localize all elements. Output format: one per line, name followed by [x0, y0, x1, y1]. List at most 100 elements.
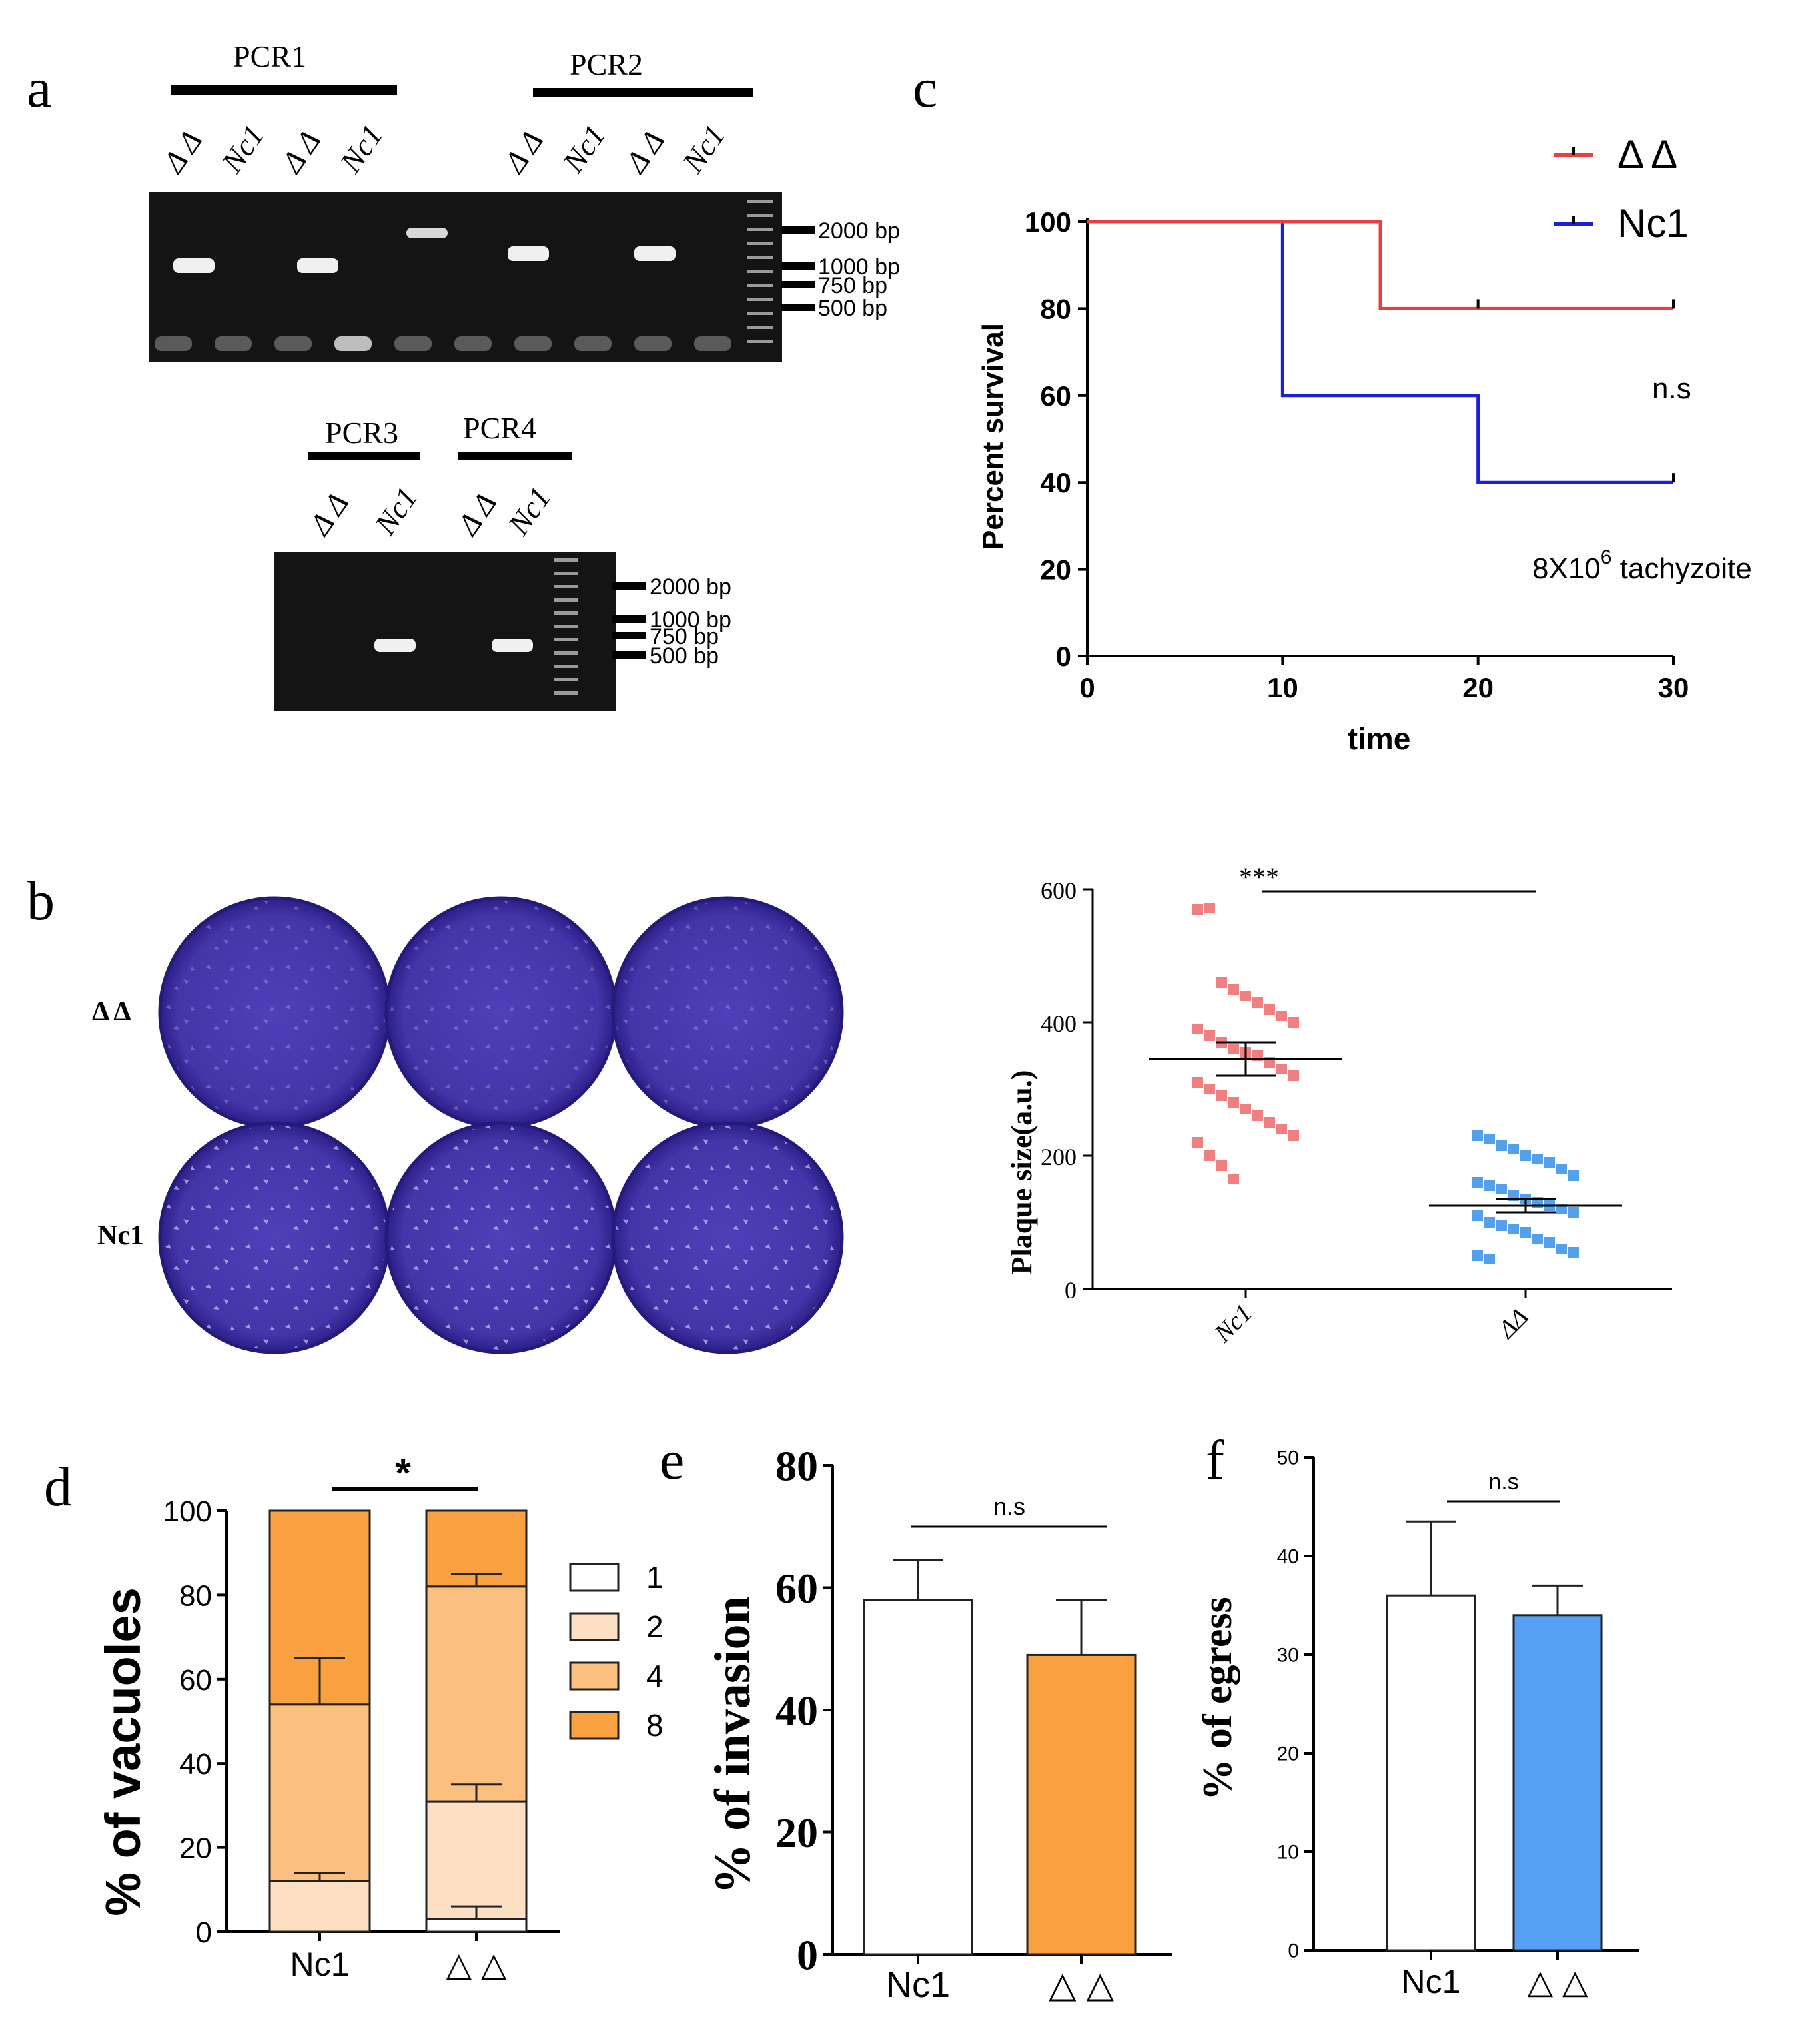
- y-tick-label: 50: [1277, 1447, 1299, 1469]
- marker-label: 500 bp: [818, 296, 887, 321]
- scatter-point: [1532, 1234, 1543, 1244]
- scatter-point: [1192, 1137, 1203, 1148]
- ladder-rung: [554, 678, 578, 681]
- scatter-point: [1520, 1227, 1531, 1238]
- marker-tick: [612, 615, 646, 623]
- ladder-rung: [554, 638, 578, 641]
- bar: [1026, 1653, 1137, 1956]
- ladder-rung: [554, 598, 578, 602]
- panel-e-bar-chart: % of invasion 0 20 40 60 80 Nc1 △ △ n.s: [705, 1442, 1172, 2005]
- ladder-rung: [747, 214, 773, 217]
- ladder-rung: [554, 585, 578, 588]
- gel-primer-band: [574, 336, 612, 351]
- gel-lane-label: Δ Δ: [618, 124, 671, 179]
- gel-lane-label: Δ Δ: [155, 124, 209, 179]
- stacked-segment: [268, 1880, 371, 1933]
- x-tick-label: △ △: [1528, 1963, 1588, 2000]
- scatter-point: [1276, 1011, 1287, 1021]
- stacked-segment: [425, 1585, 528, 1803]
- gel-primer-band: [634, 336, 672, 351]
- scatter-point: [1288, 1130, 1299, 1141]
- scatter-point: [1484, 1254, 1495, 1264]
- stacked-segment: [268, 1703, 371, 1882]
- scatter-point: [1472, 1177, 1483, 1188]
- bar: [1512, 1614, 1603, 1952]
- ladder-rung: [554, 665, 578, 668]
- marker-tick: [781, 281, 815, 288]
- scatter-point: [1228, 984, 1239, 995]
- y-tick-label: 60: [775, 1565, 818, 1612]
- plaque-texture: [163, 1126, 386, 1350]
- scatter-point: [1568, 1207, 1579, 1218]
- scatter-point: [1508, 1224, 1519, 1234]
- scatter-point: [1276, 1124, 1287, 1134]
- scatter-point: [1204, 903, 1215, 913]
- x-tick-label: △ △: [446, 1946, 507, 1983]
- legend-swatch: [569, 1563, 620, 1592]
- scatter-point: [1204, 1150, 1215, 1161]
- legend-label: 4: [646, 1659, 664, 1693]
- gel-primer-band: [394, 336, 432, 351]
- y-tick-label: 10: [1277, 1842, 1299, 1864]
- marker-label: 2000 bp: [650, 574, 731, 600]
- legend-swatch: [569, 1661, 620, 1691]
- significance-label: ***: [1239, 862, 1279, 892]
- panel-c-survival-chart: Percent survival time n.s 8X106 tachyzoi…: [977, 132, 1752, 756]
- scatter-point: [1252, 997, 1263, 1008]
- ns-annotation: n.s: [1652, 372, 1691, 405]
- plate-row-label: Nc1: [97, 1220, 144, 1251]
- scatter-point: [1228, 1044, 1239, 1054]
- marker-tick: [781, 226, 815, 234]
- scatter-point: [1228, 1097, 1239, 1108]
- gel-lane-label: Nc1: [368, 481, 424, 542]
- marker-tick: [612, 632, 646, 639]
- marker-label: 500 bp: [650, 643, 719, 669]
- y-tick-label: 0: [1065, 1277, 1077, 1304]
- panel-label-b: b: [27, 870, 55, 932]
- y-tick-label: 20: [1040, 554, 1071, 586]
- marker-label: 2000 bp: [818, 218, 900, 244]
- x-tick-label: Nc1: [290, 1946, 350, 1983]
- scatter-point: [1496, 1140, 1507, 1151]
- plaque-texture: [389, 1126, 613, 1350]
- scatter-point: [1192, 904, 1203, 915]
- ladder-rung: [554, 625, 578, 628]
- scatter-point: [1204, 1084, 1215, 1094]
- x-axis-label: time: [1348, 721, 1411, 756]
- scatter-point: [1204, 1030, 1215, 1041]
- gel-lane-label: Nc1: [215, 119, 271, 179]
- y-tick-label: 200: [1041, 1144, 1077, 1170]
- scatter-point: [1264, 1004, 1275, 1014]
- dose-annotation: 8X106 tachyzoite: [1532, 546, 1752, 585]
- scatter-point: [1484, 1134, 1495, 1144]
- y-tick-label: 100: [163, 1495, 212, 1528]
- bar: [863, 1599, 973, 1956]
- marker-label: 750 bp: [650, 624, 719, 649]
- panel-b-plates: Δ Δ Nc1: [92, 896, 844, 1354]
- ladder-rung: [554, 691, 578, 695]
- scatter-point: [1556, 1164, 1567, 1174]
- gel2-group-label: PCR4: [463, 411, 536, 445]
- y-axis-label: % of invasion: [705, 1596, 761, 1894]
- ladder-rung: [554, 558, 578, 562]
- marker-tick: [612, 651, 646, 659]
- panel-label-d: d: [44, 1456, 72, 1518]
- plaque-texture: [616, 1126, 839, 1350]
- ladder-rung: [747, 256, 773, 259]
- marker-label: 1000 bp: [650, 608, 731, 633]
- gel-lane-label: Δ Δ: [496, 124, 550, 179]
- gel-lane-label: Nc1: [556, 119, 612, 179]
- panel-label-f: f: [1206, 1429, 1224, 1491]
- marker-label: 1000 bp: [818, 254, 900, 280]
- y-tick-label: 400: [1041, 1011, 1077, 1037]
- gel-band: [492, 639, 533, 652]
- scatter-point: [1192, 1077, 1203, 1088]
- y-axis-label: Percent survival: [977, 323, 1009, 550]
- plate-row-label: Δ Δ: [92, 997, 131, 1027]
- x-tick-label: 0: [1079, 672, 1095, 703]
- plaque-texture: [163, 901, 386, 1124]
- gel-lane-label: Δ Δ: [302, 486, 355, 542]
- scatter-point: [1568, 1170, 1579, 1181]
- x-tick-label: 30: [1658, 672, 1689, 703]
